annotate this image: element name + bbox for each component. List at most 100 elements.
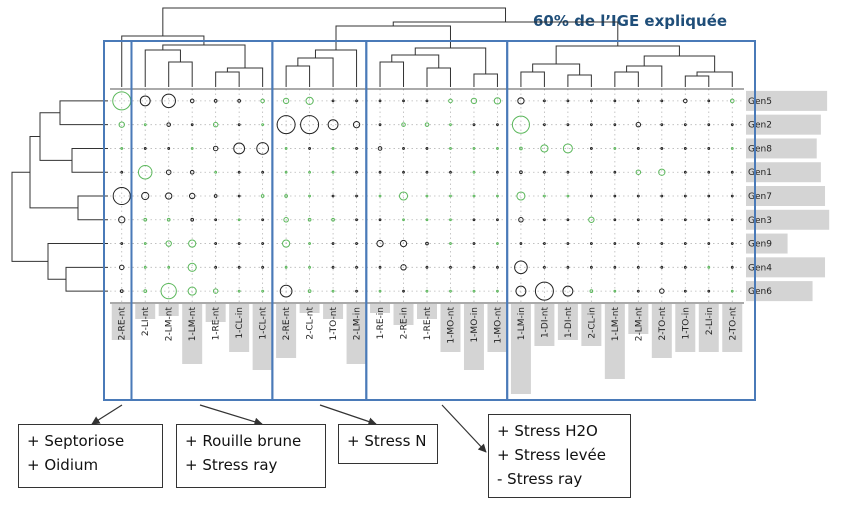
annotation-line: - Stress ray — [497, 470, 583, 488]
annotation-line: + Stress H2O — [497, 422, 598, 440]
genotype-label: Gen9 — [748, 240, 772, 250]
environment-label: 1-CL-nt — [259, 307, 269, 340]
cell-bubble — [355, 289, 358, 293]
cell-bubble — [308, 265, 311, 269]
column-dendrogram — [121, 7, 733, 87]
cell-bubble — [660, 242, 664, 245]
environment-bar — [252, 304, 273, 370]
cell-bubble — [519, 242, 523, 245]
environment-bar — [323, 304, 344, 319]
cell-bubble — [256, 142, 269, 155]
cell-bubble — [707, 242, 711, 245]
annotation-arrows — [91, 404, 487, 453]
environment-label: 1-LM-nt — [188, 307, 198, 342]
cell-bubble — [613, 242, 617, 245]
cell-bubble — [730, 289, 734, 293]
environment-bar — [487, 304, 508, 352]
cell-bubble — [730, 194, 734, 198]
cell-bubble — [613, 123, 617, 127]
cell-bubble — [167, 147, 171, 150]
environment-label: 1-LM-in — [517, 307, 527, 340]
cluster-frame — [103, 40, 133, 401]
cell-bubble — [449, 242, 452, 245]
annotation-line: + Stress levée — [497, 446, 606, 464]
genotype-label: Gen4 — [748, 263, 772, 273]
cell-bubble — [355, 170, 358, 174]
environment-bar — [440, 304, 461, 352]
environment-label: 2-RE-nt — [282, 307, 292, 341]
cell-bubble — [518, 217, 524, 223]
cell-bubble — [472, 123, 476, 127]
cell-bubble — [683, 147, 687, 150]
cell-bubble — [331, 147, 335, 150]
cell-bubble — [331, 217, 335, 222]
column-dendrogram-link — [555, 45, 680, 64]
cell-bubble — [589, 170, 593, 174]
cell-bubble — [283, 217, 289, 223]
cell-bubble — [237, 170, 241, 174]
cell-bubble — [214, 242, 218, 245]
genotype-bar — [746, 90, 828, 111]
cell-bubble — [472, 218, 476, 222]
cell-bubble — [308, 194, 311, 198]
environment-bar — [463, 304, 484, 370]
cluster-frame — [506, 40, 756, 401]
cell-bubble — [707, 218, 711, 222]
cell-bubble — [284, 265, 288, 269]
cell-bubble — [112, 186, 131, 206]
genotype-label: Gen2 — [748, 121, 772, 131]
cell-bubble — [331, 170, 335, 174]
cell-bubble — [683, 170, 687, 174]
cell-bubble — [120, 147, 124, 150]
environment-label: 2-LM-nt — [634, 307, 644, 342]
environment-label: 1-TO-in — [681, 307, 691, 339]
cell-bubble — [566, 265, 570, 269]
cell-bubble — [425, 194, 429, 198]
genotype-label: Gen7 — [748, 192, 772, 202]
cell-bubble — [188, 239, 197, 248]
annotation-arrow — [91, 404, 123, 425]
cell-bubble — [187, 262, 197, 272]
cell-bubble — [588, 216, 595, 223]
cell-bubble — [237, 99, 241, 103]
environment-label: 1-MO-nt — [493, 307, 503, 344]
cell-bubble — [190, 147, 194, 150]
cell-bubble — [425, 241, 429, 246]
cell-bubble — [683, 265, 687, 269]
column-dendrogram-link — [643, 55, 716, 72]
genotype-label: Gen1 — [748, 168, 772, 178]
cell-bubble — [613, 265, 617, 269]
environment-label: 1-RE-nt — [212, 307, 222, 341]
cell-bubble — [307, 217, 312, 222]
cell-bubble — [260, 194, 265, 198]
cell-bubble — [730, 218, 734, 222]
cell-bubble — [514, 260, 528, 275]
cell-bubble — [562, 143, 573, 154]
cell-bubble — [496, 123, 499, 127]
cell-bubble — [425, 289, 429, 293]
cell-bubble — [378, 170, 382, 174]
cell-bubble — [137, 164, 153, 180]
cell-bubble — [143, 217, 148, 222]
genotype-bar — [746, 257, 826, 278]
cell-bubble — [636, 242, 640, 245]
cell-bubble — [707, 123, 711, 127]
environment-label: 2-RE-in — [400, 307, 410, 339]
cell-bubble — [566, 99, 570, 103]
cell-bubble — [300, 115, 320, 135]
cell-bubble — [165, 192, 173, 200]
environment-bar — [276, 304, 297, 358]
annotation-arrow — [319, 404, 377, 426]
column-dendrogram-link — [532, 63, 581, 75]
cell-bubble — [284, 147, 288, 150]
cell-bubble — [161, 93, 176, 109]
row-dendrogram — [11, 100, 108, 292]
column-dendrogram-link — [696, 71, 733, 87]
cell-bubble — [120, 170, 124, 174]
cell-bubble — [730, 147, 734, 150]
cell-bubble — [189, 98, 195, 104]
genotype-label: Gen5 — [748, 97, 772, 107]
cell-bubble — [308, 242, 311, 245]
cell-bubble — [425, 218, 429, 222]
cell-bubble — [237, 194, 241, 198]
